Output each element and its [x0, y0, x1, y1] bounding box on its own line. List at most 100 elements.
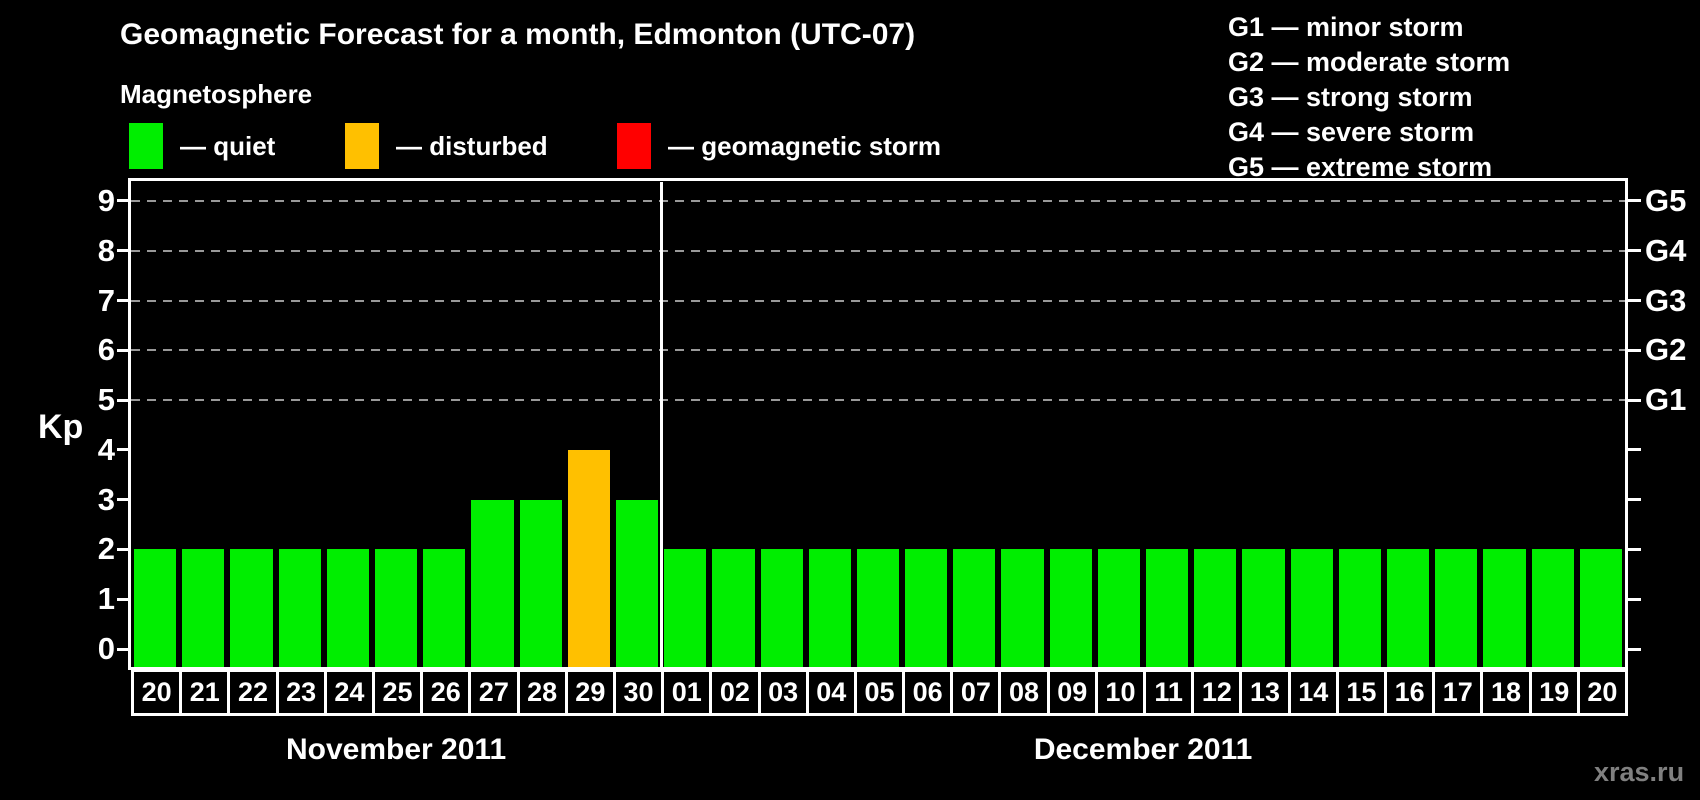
- y-tick-left-7: [117, 299, 131, 303]
- month-label-november-2011: November 2011: [285, 733, 507, 766]
- y-tick-left-9: [117, 199, 131, 203]
- date-cell-november-2011-24: 24: [323, 669, 375, 716]
- g-axis-label-g2: G2: [1645, 332, 1687, 368]
- kp-bar-december-2011-15: [1338, 549, 1382, 667]
- y-tick-right-6: [1625, 348, 1641, 352]
- y-tick-right-8: [1625, 249, 1641, 253]
- y-tick-left-5: [117, 398, 131, 402]
- kp-bar-december-2011-08: [1001, 549, 1044, 667]
- kp-bar-december-2011-02: [712, 549, 755, 667]
- date-cell-november-2011-22: 22: [227, 669, 279, 716]
- y-tick-label-5: 5: [97, 382, 115, 418]
- g3-legend-line: G3 — strong storm: [1228, 82, 1473, 112]
- gridline-kp7: [131, 299, 1625, 302]
- y-tick-label-3: 3: [97, 481, 115, 517]
- kp-bar-december-2011-18: [1483, 549, 1526, 667]
- date-cell-december-2011-12: 12: [1191, 669, 1243, 716]
- y-tick-right-5: [1625, 398, 1641, 402]
- y-tick-right-2: [1625, 547, 1641, 551]
- date-cell-november-2011-27: 27: [468, 669, 520, 716]
- kp-bar-december-2011-14: [1290, 549, 1333, 667]
- kp-bar-november-2011-24: [326, 549, 369, 667]
- quiet-label: — quiet: [180, 130, 276, 161]
- legend-item-quiet: — quiet: [129, 123, 275, 169]
- gridline-kp9: [131, 199, 1625, 202]
- legend-item-disturbed: — disturbed: [345, 123, 548, 169]
- y-tick-right-7: [1625, 299, 1641, 303]
- date-cell-december-2011-17: 17: [1432, 669, 1484, 716]
- y-tick-label-0: 0: [97, 631, 115, 666]
- legend-item-storm: — geomagnetic storm: [617, 123, 941, 169]
- date-cell-december-2011-02: 02: [709, 669, 761, 716]
- date-cell-december-2011-15: 15: [1335, 669, 1388, 716]
- date-cell-december-2011-20: 20: [1576, 669, 1628, 716]
- gridline-kp6: [131, 349, 1625, 352]
- date-cell-december-2011-13: 13: [1239, 669, 1291, 716]
- y-tick-label-9: 9: [97, 182, 115, 218]
- kp-bar-december-2011-12: [1194, 549, 1237, 667]
- date-cell-december-2011-10: 10: [1094, 669, 1147, 716]
- date-cell-november-2011-29: 29: [564, 669, 616, 716]
- y-tick-label-2: 2: [97, 531, 115, 567]
- kp-bar-november-2011-23: [278, 549, 321, 667]
- kp-bar-december-2011-11: [1146, 549, 1189, 667]
- gridline-kp8: [131, 249, 1625, 252]
- xras-watermark: xras.ru: [1594, 757, 1685, 787]
- y-tick-left-0: [117, 647, 131, 651]
- y-tick-right-3: [1625, 498, 1641, 502]
- kp-bar-december-2011-06: [905, 549, 948, 667]
- kp-bar-november-2011-26: [423, 549, 466, 667]
- kp-bar-december-2011-17: [1435, 549, 1478, 667]
- date-cell-december-2011-19: 19: [1528, 669, 1580, 716]
- y-tick-left-6: [117, 348, 131, 352]
- kp-bar-december-2011-13: [1242, 549, 1285, 667]
- kp-bar-november-2011-27: [471, 499, 514, 667]
- kp-bar-december-2011-20: [1579, 549, 1622, 667]
- magnetosphere-heading: Magnetosphere: [120, 79, 313, 109]
- kp-bar-december-2011-04: [808, 549, 851, 667]
- date-cell-december-2011-08: 08: [998, 669, 1050, 716]
- y-tick-left-3: [117, 498, 131, 502]
- g-axis-label-g5: G5: [1645, 182, 1687, 218]
- y-tick-right-4: [1625, 448, 1641, 452]
- chart-title: Geomagnetic Forecast for a month, Edmont…: [120, 18, 916, 51]
- date-cell-december-2011-06: 06: [902, 669, 954, 716]
- date-cell-november-2011-26: 26: [420, 669, 472, 716]
- date-cell-december-2011-14: 14: [1287, 669, 1339, 716]
- g-scale-legend: G1 — minor storm G2 — moderate storm G3 …: [1228, 10, 1510, 185]
- y-tick-label-4: 4: [97, 431, 115, 467]
- y-tick-label-7: 7: [97, 282, 115, 318]
- kp-bar-november-2011-28: [519, 499, 562, 667]
- kp-bar-november-2011-25: [374, 549, 418, 667]
- kp-bar-november-2011-22: [230, 549, 273, 667]
- kp-bar-december-2011-10: [1097, 549, 1141, 667]
- kp-bar-november-2011-30: [615, 499, 659, 667]
- date-cell-november-2011-20: 20: [131, 669, 183, 716]
- g-axis-label-g1: G1: [1645, 382, 1687, 418]
- kp-bar-december-2011-05: [856, 549, 900, 667]
- storm-color-swatch: [617, 123, 651, 169]
- storm-label: — geomagnetic storm: [668, 130, 942, 161]
- kp-axis-label: Kp: [38, 408, 84, 446]
- month-label-december-2011: December 2011: [1033, 733, 1253, 766]
- kp-bar-november-2011-29: [567, 449, 610, 667]
- date-cell-november-2011-30: 30: [612, 669, 665, 716]
- g1-legend-line: G1 — minor storm: [1228, 12, 1464, 42]
- kp-bar-december-2011-07: [953, 549, 996, 667]
- date-cell-november-2011-25: 25: [371, 669, 424, 716]
- y-tick-left-2: [117, 547, 131, 551]
- g5-legend-line: G5 — extreme storm: [1228, 152, 1493, 182]
- kp-bar-december-2011-09: [1049, 549, 1092, 667]
- kp-bar-december-2011-19: [1531, 549, 1574, 667]
- date-cell-december-2011-05: 05: [853, 669, 906, 716]
- g-axis-label-g4: G4: [1645, 232, 1687, 268]
- disturbed-color-swatch: [345, 123, 379, 169]
- kp-bar-december-2011-03: [760, 549, 803, 667]
- month-separator: [659, 182, 663, 667]
- date-cell-december-2011-07: 07: [950, 669, 1002, 716]
- plot-frame: [128, 178, 1628, 670]
- date-cell-december-2011-04: 04: [805, 669, 857, 716]
- y-tick-left-1: [117, 597, 131, 601]
- y-tick-right-9: [1625, 199, 1641, 203]
